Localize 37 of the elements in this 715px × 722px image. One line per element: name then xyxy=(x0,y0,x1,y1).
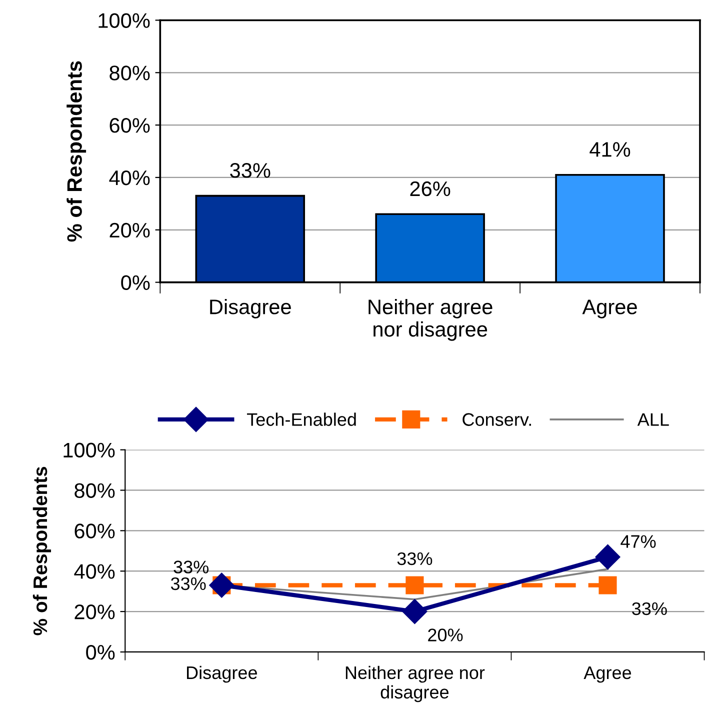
y-tick-label: 40% xyxy=(109,170,150,186)
y-tick-label: 80% xyxy=(110,66,150,80)
x-tick-label: Neither agree nor disagree xyxy=(368,298,492,341)
y-tick-label: 60% xyxy=(110,118,150,133)
y-axis-title: % of Respondents xyxy=(32,466,52,636)
data-label: 26% xyxy=(410,181,450,196)
legend-label: ALL xyxy=(637,413,669,426)
legend-label: Tech-Enabled xyxy=(247,412,356,426)
y-tick-label: 20% xyxy=(110,222,150,238)
point xyxy=(209,572,234,598)
x-tick-label: Neither agree nor disagree xyxy=(346,666,485,702)
data-label: 33% xyxy=(174,560,209,574)
y-axis-title: % of Respondents xyxy=(66,61,86,242)
y-tick-label: 80% xyxy=(74,483,115,498)
x-tick-label: Disagree xyxy=(187,666,257,683)
point xyxy=(406,576,424,594)
point xyxy=(402,599,428,624)
data-label: 33% xyxy=(632,602,667,616)
y-tick-label: 100% xyxy=(64,442,115,458)
legend-label: Conserv. xyxy=(462,413,531,426)
point xyxy=(598,576,617,594)
y-tick-label: 60% xyxy=(74,524,115,538)
y-tick-label: 0% xyxy=(121,275,150,290)
y-tick-label: 40% xyxy=(74,564,115,579)
data-label: 33% xyxy=(397,552,432,566)
data-label: 47% xyxy=(620,535,656,548)
y-tick-label: 20% xyxy=(74,604,115,620)
point xyxy=(595,544,620,570)
data-label: 33% xyxy=(230,163,270,178)
x-tick-label: Disagree xyxy=(210,298,291,318)
data-label: 41% xyxy=(590,142,630,157)
x-tick-label: Agree xyxy=(582,300,637,318)
data-label: 20% xyxy=(428,628,463,642)
y-tick-label: 0% xyxy=(86,644,115,660)
y-tick-label: 100% xyxy=(98,13,150,28)
x-tick-label: Agree xyxy=(584,666,632,683)
data-label: 33% xyxy=(170,577,206,590)
